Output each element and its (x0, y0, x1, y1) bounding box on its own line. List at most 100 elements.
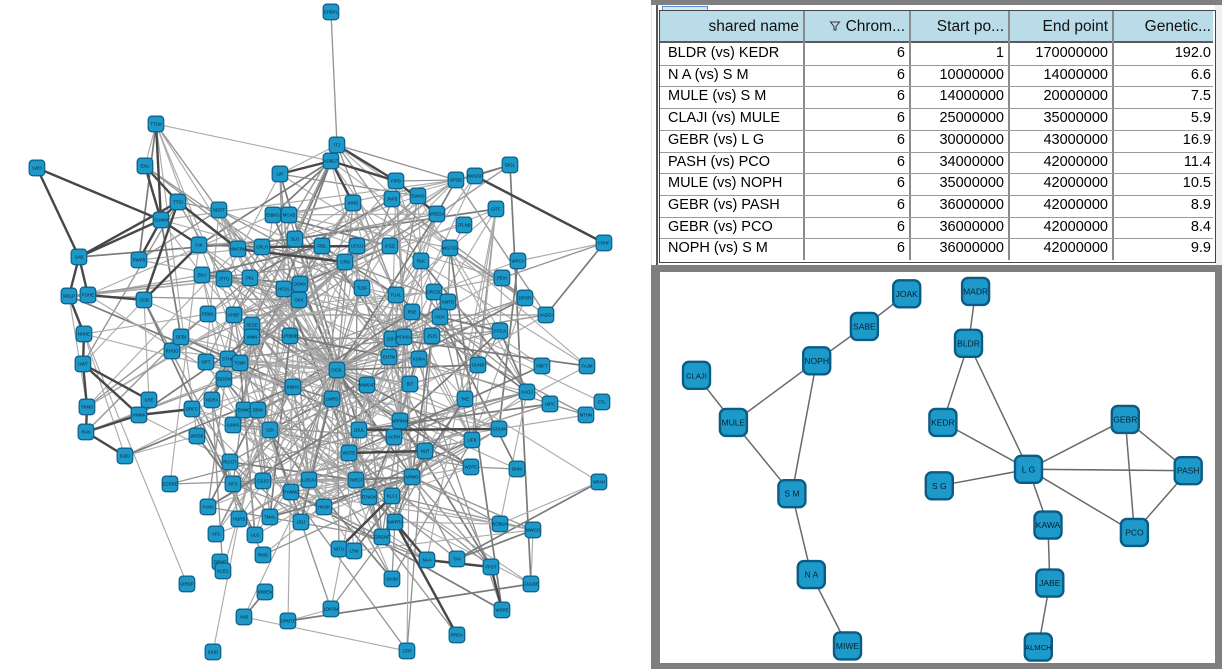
svg-text:KEDR: KEDR (931, 417, 955, 427)
svg-text:CSJO: CSJO (257, 479, 269, 484)
svg-text:LDKSM: LDKSM (324, 607, 339, 612)
svg-text:NLR: NLR (421, 449, 430, 454)
svg-text:TKMS: TKMS (81, 405, 93, 410)
svg-text:KRE: KRE (145, 398, 154, 403)
svg-text:PDWL: PDWL (202, 312, 215, 317)
svg-text:BOBUH: BOBUH (492, 522, 507, 527)
svg-text:FFL: FFL (598, 400, 606, 405)
svg-text:N A: N A (804, 569, 818, 579)
svg-text:IDDDM: IDDDM (217, 377, 232, 382)
svg-text:GRGNF: GRGNF (374, 535, 390, 540)
svg-text:UIRDP: UIRDP (180, 582, 194, 587)
svg-text:TKRCF: TKRCF (349, 478, 364, 483)
svg-text:TMAL: TMAL (264, 515, 276, 520)
svg-text:OUNB: OUNB (472, 363, 485, 368)
svg-text:HBFT: HBFT (536, 364, 548, 369)
svg-text:TTGI: TTGI (173, 200, 183, 205)
svg-text:WPCA: WPCA (512, 259, 525, 264)
svg-text:CIK: CIK (195, 243, 202, 248)
svg-text:DPOR: DPOR (519, 296, 531, 301)
svg-text:FOHE: FOHE (82, 293, 94, 298)
svg-text:KMTB: KMTB (442, 300, 454, 305)
svg-text:AFS: AFS (212, 532, 220, 537)
svg-text:BJDJ: BJDJ (120, 454, 130, 459)
svg-text:ALMCH: ALMCH (1025, 643, 1052, 652)
svg-text:FDWJK: FDWJK (362, 495, 377, 500)
svg-text:JABE: JABE (1039, 578, 1061, 588)
svg-text:OKK: OKK (294, 298, 303, 303)
svg-text:BLDR: BLDR (957, 338, 980, 348)
svg-text:MADR: MADR (963, 286, 988, 296)
svg-text:KAWA: KAWA (1036, 520, 1061, 530)
svg-text:BIT: BIT (407, 382, 414, 387)
svg-text:RRDA: RRDA (451, 633, 463, 638)
svg-text:WFDB: WFDB (191, 434, 204, 439)
svg-text:FFDJI: FFDJI (494, 329, 506, 334)
svg-text:STHH: STHH (222, 357, 234, 362)
svg-text:NNHE: NNHE (78, 332, 90, 337)
svg-text:ANS: ANS (240, 615, 249, 620)
svg-text:LMRS: LMRS (326, 397, 338, 402)
svg-text:KHBF: KHBF (228, 313, 240, 318)
svg-text:RHOD: RHOD (166, 349, 179, 354)
svg-text:ADBGT: ADBGT (324, 159, 339, 164)
svg-text:CFR: CFR (403, 649, 412, 654)
svg-text:ITJ: ITJ (334, 143, 340, 148)
svg-text:NPMO: NPMO (406, 475, 420, 480)
svg-text:DRFC: DRFC (186, 407, 198, 412)
svg-text:WSTE: WSTE (343, 451, 356, 456)
svg-text:SAB: SAB (75, 255, 84, 260)
svg-text:WTU: WTU (334, 547, 344, 552)
svg-text:LWO: LWO (32, 166, 42, 171)
svg-text:MTHN: MTHN (580, 413, 592, 418)
svg-text:RAN: RAN (81, 430, 90, 435)
svg-text:S M: S M (784, 488, 799, 498)
svg-text:L G: L G (1022, 464, 1035, 474)
svg-text:CRN: CRN (340, 260, 349, 265)
svg-text:DPMTE: DPMTE (280, 619, 295, 624)
svg-text:KAOJ: KAOJ (521, 390, 532, 395)
svg-text:S G: S G (932, 480, 947, 490)
svg-text:WMN: WMN (247, 335, 258, 340)
svg-text:MWCD: MWCD (526, 528, 540, 533)
svg-text:TUAL: TUAL (391, 293, 403, 298)
svg-text:GOUM: GOUM (492, 427, 506, 432)
svg-text:ENTM: ENTM (383, 355, 396, 360)
svg-text:SABE: SABE (853, 321, 876, 331)
svg-text:SEOE: SEOE (246, 323, 258, 328)
svg-text:OFLH: OFLH (256, 245, 267, 250)
svg-text:BBW: BBW (253, 408, 264, 413)
svg-text:ODMA: ODMA (294, 282, 307, 287)
svg-text:PCO: PCO (1125, 527, 1144, 537)
svg-text:IFGE: IFGE (385, 244, 395, 249)
svg-text:JOAK: JOAK (896, 288, 919, 298)
svg-text:HCH: HCH (435, 315, 444, 320)
svg-text:KREOA: KREOA (429, 212, 444, 217)
svg-text:FPST: FPST (486, 565, 497, 570)
svg-text:ENMO: ENMO (238, 408, 252, 413)
svg-text:SLO: SLO (291, 237, 300, 242)
svg-text:OPT: OPT (202, 360, 211, 365)
svg-text:FIPD: FIPD (391, 179, 401, 184)
svg-text:OGB: OGB (139, 298, 149, 303)
svg-text:IUIWS: IUIWS (227, 423, 240, 428)
svg-text:MULE: MULE (722, 417, 746, 427)
svg-text:FBIL: FBIL (317, 244, 327, 249)
svg-text:FRHF: FRHF (598, 241, 610, 246)
svg-text:OJFS: OJFS (387, 337, 398, 342)
svg-text:UDI: UDI (266, 428, 273, 433)
svg-text:LIFB: LIFB (467, 438, 476, 443)
svg-text:EIBKG: EIBKG (266, 213, 280, 218)
svg-text:NDOT: NDOT (213, 208, 226, 213)
svg-text:ORCDL: ORCDL (426, 290, 442, 295)
svg-text:JSJS: JSJS (427, 334, 437, 339)
svg-text:DRHE: DRHE (214, 560, 226, 565)
svg-text:LOSJU: LOSJU (302, 478, 316, 483)
svg-text:THWMG: THWMG (283, 490, 300, 495)
svg-text:EKU: EKU (141, 164, 150, 169)
svg-text:PASH: PASH (1177, 465, 1200, 475)
svg-text:HNWA: HNWA (133, 413, 146, 418)
svg-text:JNFB: JNFB (387, 197, 398, 202)
svg-text:NAA: NAA (423, 558, 432, 563)
svg-text:MWKAP: MWKAP (359, 383, 375, 388)
